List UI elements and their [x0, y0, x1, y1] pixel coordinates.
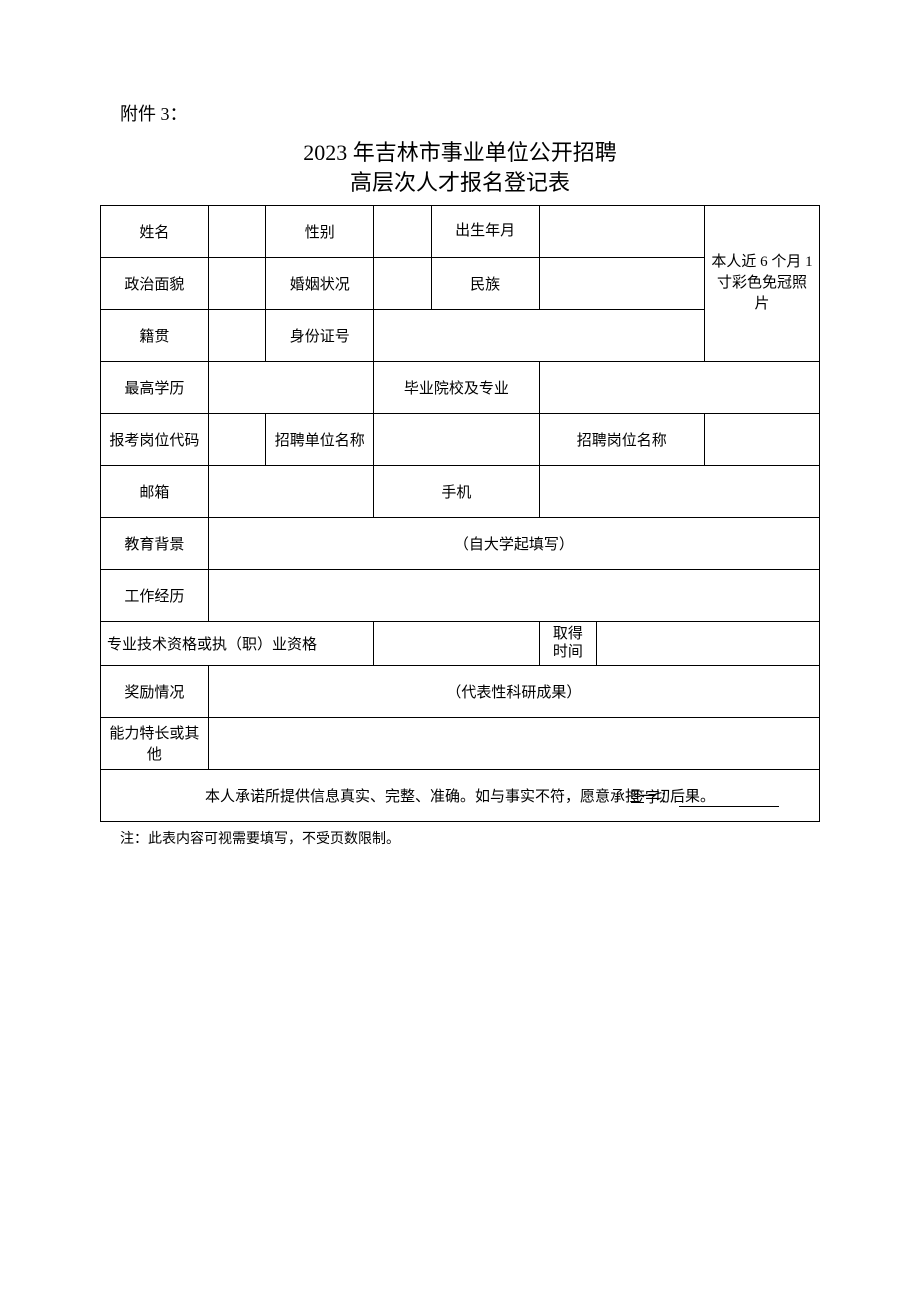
value-edu-bg: （自大学起填写） — [208, 518, 819, 570]
label-phone: 手机 — [374, 466, 539, 518]
label-political: 政治面貌 — [101, 258, 209, 310]
table-row: 邮箱 手机 — [101, 466, 820, 518]
label-hometown: 籍贯 — [101, 310, 209, 362]
table-row: 姓名 性别 出生年月 本人近 6 个月 1 寸彩色免冠照片 — [101, 206, 820, 258]
table-row: 报考岗位代码 招聘单位名称 招聘岗位名称 — [101, 414, 820, 466]
label-school: 毕业院校及专业 — [374, 362, 539, 414]
value-awards: （代表性科研成果） — [208, 665, 819, 717]
title-line-2: 高层次人才报名登记表 — [100, 168, 820, 198]
value-school — [539, 362, 819, 414]
signature-label: 签字： — [630, 790, 675, 806]
value-gender — [374, 206, 432, 258]
attachment-label: 附件 3： — [120, 100, 820, 126]
value-qual-time — [597, 622, 820, 666]
hint-edu-bg: （自大学起填写） — [454, 537, 574, 553]
label-ability: 能力特长或其他 — [101, 717, 209, 769]
footnote: 注：此表内容可视需要填写，不受页数限制。 — [120, 828, 820, 848]
label-qual-time: 取得时间 — [539, 622, 597, 666]
label-unit: 招聘单位名称 — [266, 414, 374, 466]
table-row: 专业技术资格或执（职）业资格 取得时间 — [101, 622, 820, 666]
commitment-cell: 本人承诺所提供信息真实、完整、准确。如与事实不符，愿意承担一切后果。 签字： — [101, 769, 820, 821]
label-edu-bg: 教育背景 — [101, 518, 209, 570]
label-ethnicity: 民族 — [431, 258, 539, 310]
table-row: 工作经历 — [101, 570, 820, 622]
table-row: 能力特长或其他 — [101, 717, 820, 769]
label-awards: 奖励情况 — [101, 665, 209, 717]
value-marital — [374, 258, 432, 310]
label-work: 工作经历 — [101, 570, 209, 622]
hint-awards: （代表性科研成果） — [446, 685, 581, 701]
signature-line: 签字： — [630, 786, 779, 807]
value-ethnicity — [539, 258, 704, 310]
value-unit — [374, 414, 539, 466]
table-row: 奖励情况 （代表性科研成果） — [101, 665, 820, 717]
value-edu — [208, 362, 373, 414]
table-row: 最高学历 毕业院校及专业 — [101, 362, 820, 414]
value-id — [374, 310, 705, 362]
label-id: 身份证号 — [266, 310, 374, 362]
value-ability — [208, 717, 819, 769]
title-line-1: 2023 年吉林市事业单位公开招聘 — [100, 138, 820, 168]
label-birth: 出生年月 — [431, 206, 539, 258]
label-qualification: 专业技术资格或执（职）业资格 — [101, 622, 374, 666]
photo-box: 本人近 6 个月 1 寸彩色免冠照片 — [704, 206, 819, 362]
value-hometown — [208, 310, 266, 362]
label-marital: 婚姻状况 — [266, 258, 374, 310]
table-row: 教育背景 （自大学起填写） — [101, 518, 820, 570]
value-position — [704, 414, 819, 466]
value-qualification — [374, 622, 539, 666]
table-row: 本人承诺所提供信息真实、完整、准确。如与事实不符，愿意承担一切后果。 签字： — [101, 769, 820, 821]
value-code — [208, 414, 266, 466]
value-phone — [539, 466, 819, 518]
value-birth — [539, 206, 704, 258]
signature-underline — [679, 806, 779, 807]
label-gender: 性别 — [266, 206, 374, 258]
form-title: 2023 年吉林市事业单位公开招聘 高层次人才报名登记表 — [100, 138, 820, 197]
label-name: 姓名 — [101, 206, 209, 258]
value-political — [208, 258, 266, 310]
label-code: 报考岗位代码 — [101, 414, 209, 466]
registration-table: 姓名 性别 出生年月 本人近 6 个月 1 寸彩色免冠照片 政治面貌 婚姻状况 … — [100, 205, 820, 822]
label-position: 招聘岗位名称 — [539, 414, 704, 466]
value-work — [208, 570, 819, 622]
value-email — [208, 466, 373, 518]
label-edu: 最高学历 — [101, 362, 209, 414]
label-email: 邮箱 — [101, 466, 209, 518]
value-name — [208, 206, 266, 258]
